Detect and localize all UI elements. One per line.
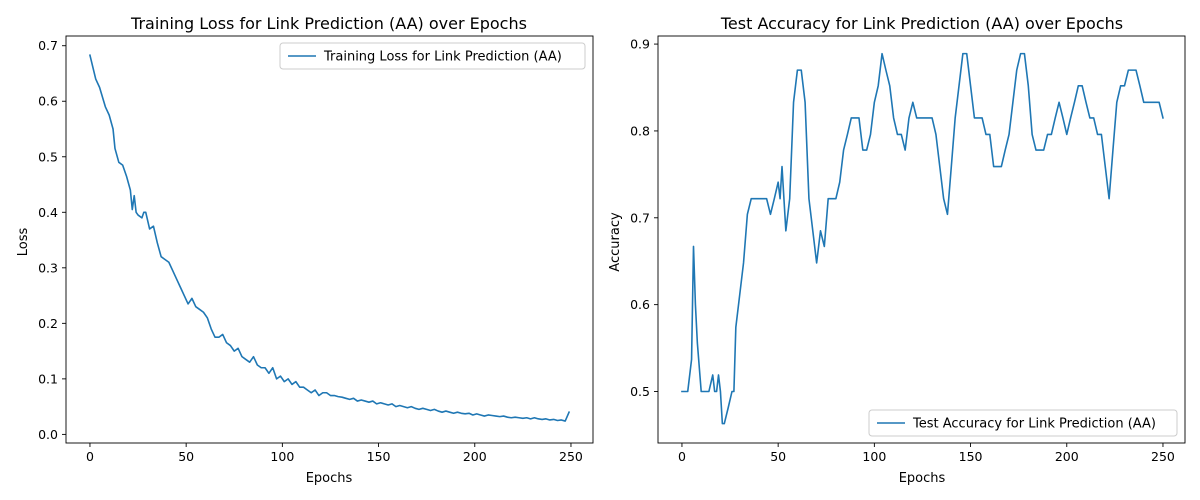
test-accuracy-chart: Test Accuracy for Link Prediction (AA) o…	[608, 14, 1186, 486]
legend-box	[279, 42, 586, 70]
chart-title: Test Accuracy for Link Prediction (AA) o…	[720, 14, 1123, 33]
x-tick-label: 50	[770, 449, 786, 464]
y-tick-label: 0.2	[38, 316, 58, 331]
x-tick-label: 100	[270, 449, 294, 464]
y-tick-label: 0.3	[38, 260, 58, 275]
y-tick-label: 0.7	[630, 210, 650, 225]
y-tick-label: 0.7	[38, 38, 58, 53]
x-tick-label: 250	[1151, 449, 1175, 464]
x-axis-label: Epochs	[899, 471, 946, 486]
x-tick-label: 100	[862, 449, 886, 464]
y-tick-label: 0.8	[630, 123, 650, 138]
y-tick-label: 0.9	[630, 37, 650, 52]
series-line	[681, 52, 1164, 425]
y-tick-label: 0.1	[38, 371, 58, 386]
x-tick-label: 250	[559, 449, 583, 464]
x-tick-label: 150	[959, 449, 983, 464]
training-loss-chart: Training Loss for Link Prediction (AA) o…	[16, 14, 594, 486]
x-tick-label: 50	[178, 449, 194, 464]
chart-title: Training Loss for Link Prediction (AA) o…	[130, 14, 527, 33]
x-tick-label: 0	[86, 449, 94, 464]
legend-label: Test Accuracy for Link Prediction (AA)	[912, 417, 1156, 432]
y-tick-label: 0.4	[38, 205, 58, 220]
axes-frame	[65, 35, 594, 444]
y-tick-label: 0.5	[630, 384, 650, 399]
y-tick-label: 0.6	[630, 297, 650, 312]
y-tick-label: 0.0	[38, 427, 58, 442]
x-tick-label: 200	[1055, 449, 1079, 464]
axes-frame	[657, 35, 1186, 444]
legend-label: Training Loss for Link Prediction (AA)	[323, 50, 562, 65]
x-tick-label: 0	[678, 449, 686, 464]
legend: Test Accuracy for Link Prediction (AA)	[868, 409, 1178, 437]
x-axis-label: Epochs	[306, 471, 353, 486]
series-line	[88, 54, 571, 422]
y-tick-label: 0.6	[38, 94, 58, 109]
x-tick-label: 200	[463, 449, 487, 464]
y-tick-label: 0.5	[38, 149, 58, 164]
legend-box	[868, 409, 1178, 437]
legend: Training Loss for Link Prediction (AA)	[279, 42, 586, 70]
y-axis-label: Accuracy	[608, 212, 623, 272]
x-tick-label: 150	[367, 449, 391, 464]
y-axis-label: Loss	[16, 228, 31, 257]
